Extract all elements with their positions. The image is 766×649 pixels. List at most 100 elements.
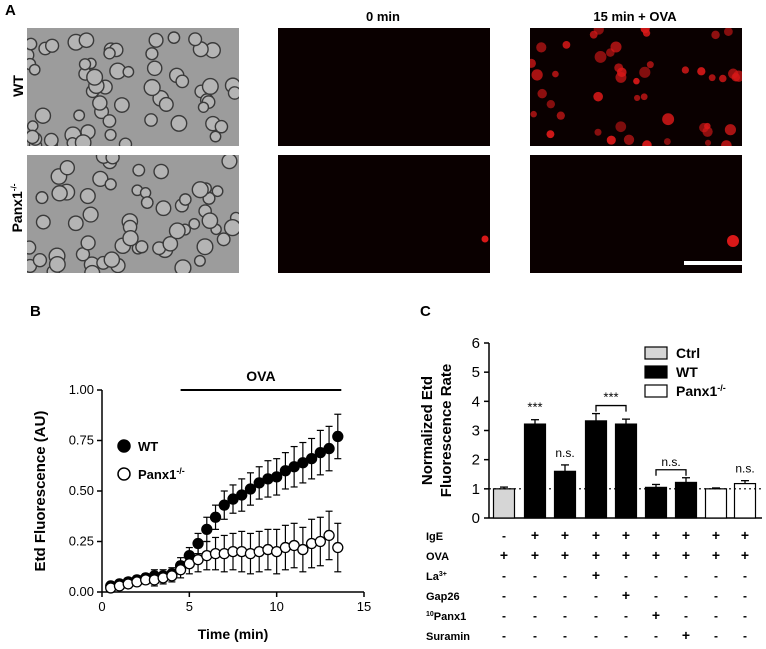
y-tick-label: 0 bbox=[472, 510, 480, 527]
cell bbox=[178, 193, 192, 206]
data-point-wt bbox=[244, 483, 257, 495]
fluorescent-cell bbox=[606, 48, 615, 57]
legend-marker bbox=[117, 467, 131, 481]
cell bbox=[122, 65, 135, 78]
x-tick-label: 5 bbox=[186, 599, 193, 614]
x-tick-label: 10 bbox=[269, 599, 283, 614]
fluorescent-cell bbox=[536, 42, 547, 53]
condition-value: - bbox=[624, 629, 628, 643]
cell bbox=[45, 38, 60, 53]
y-tick-label: 1.00 bbox=[69, 382, 94, 397]
condition-value: - bbox=[654, 569, 658, 583]
fluorescent-cell bbox=[662, 113, 675, 126]
fluorescent-cell bbox=[530, 110, 537, 118]
condition-label: Gap26 bbox=[426, 591, 460, 603]
cell bbox=[221, 155, 238, 170]
cell bbox=[216, 232, 231, 247]
cell bbox=[82, 206, 99, 223]
bar-panx1 bbox=[704, 488, 728, 519]
cell bbox=[74, 134, 92, 146]
condition-value: - bbox=[563, 629, 567, 643]
image-panx1-brightfield bbox=[27, 155, 239, 273]
fluorescent-cell bbox=[546, 99, 556, 109]
significance-label: *** bbox=[527, 400, 542, 415]
condition-value: + bbox=[592, 527, 600, 543]
y-tick-label: 0.25 bbox=[69, 534, 94, 549]
condition-value: - bbox=[594, 609, 598, 623]
condition-value: + bbox=[561, 547, 569, 563]
cell bbox=[103, 46, 116, 60]
fluorescent-cell bbox=[556, 111, 565, 120]
cell bbox=[32, 252, 48, 268]
fluorescent-cell bbox=[724, 124, 736, 136]
condition-value: - bbox=[624, 609, 628, 623]
cell bbox=[188, 218, 201, 230]
fluorescent-cell bbox=[642, 140, 652, 146]
cell bbox=[113, 97, 130, 113]
condition-value: - bbox=[684, 569, 688, 583]
cell bbox=[73, 109, 86, 122]
data-point-panx1 bbox=[297, 543, 309, 556]
bar-panx1 bbox=[733, 482, 757, 519]
significance-bracket bbox=[655, 469, 687, 476]
fluorescent-cell bbox=[537, 88, 547, 99]
cell bbox=[92, 95, 108, 111]
condition-value: - bbox=[743, 629, 747, 643]
y-tick-label: 0.75 bbox=[69, 433, 94, 448]
column-header-15min-ova: 15 min + OVA bbox=[593, 9, 677, 24]
cell bbox=[155, 200, 172, 217]
fluorescent-cell bbox=[640, 28, 650, 34]
condition-value: + bbox=[712, 547, 720, 563]
fluorescent-cell bbox=[728, 68, 739, 79]
data-point-panx1 bbox=[323, 529, 335, 542]
condition-value: - bbox=[684, 589, 688, 603]
condition-value: - bbox=[714, 589, 718, 603]
fluorescence-background bbox=[278, 28, 490, 146]
cell bbox=[188, 32, 203, 47]
legend-swatch bbox=[644, 384, 668, 398]
condition-value: - bbox=[714, 629, 718, 643]
condition-value: + bbox=[531, 527, 539, 543]
cell bbox=[168, 222, 186, 240]
cell bbox=[191, 181, 209, 199]
data-point-wt bbox=[218, 499, 230, 511]
data-point-wt bbox=[305, 453, 318, 465]
cell bbox=[102, 114, 117, 128]
fluorescent-cell bbox=[589, 30, 598, 39]
condition-value: - bbox=[502, 569, 506, 583]
bar-ctrl bbox=[492, 488, 516, 519]
fluorescent-cell bbox=[616, 67, 627, 78]
data-point-wt bbox=[209, 511, 222, 523]
fluorescent-cell bbox=[681, 66, 690, 74]
cell bbox=[214, 119, 229, 134]
legend-label: Ctrl bbox=[676, 345, 700, 361]
condition-value: - bbox=[743, 569, 747, 583]
condition-value: + bbox=[652, 527, 660, 543]
fluorescent-cell bbox=[663, 138, 671, 146]
image-wt-brightfield bbox=[27, 28, 239, 146]
fluorescent-cell bbox=[704, 139, 712, 146]
legend-label: WT bbox=[138, 439, 158, 454]
chart-b-etd-time-course: 0 5 10 15 0.00 0.25 0.50 0.75 1.00 Time (min) Etd … bbox=[32, 368, 371, 642]
cell bbox=[43, 132, 59, 146]
condition-label: La3+ bbox=[426, 571, 447, 583]
condition-value: - bbox=[533, 569, 537, 583]
cell bbox=[148, 32, 164, 48]
cell bbox=[223, 218, 239, 237]
y-tick-label: 1 bbox=[472, 481, 480, 498]
cell bbox=[162, 235, 179, 252]
fluorescent-cell bbox=[697, 67, 706, 76]
condition-value: - bbox=[563, 569, 567, 583]
condition-value: + bbox=[531, 547, 539, 563]
cell bbox=[170, 114, 188, 132]
data-point-wt bbox=[236, 489, 248, 501]
y-tick-label: 2 bbox=[472, 452, 480, 469]
condition-value: + bbox=[592, 567, 600, 583]
fluorescent-cell bbox=[640, 93, 648, 101]
x-axis-title: Time (min) bbox=[198, 626, 269, 642]
image-panx1-0min bbox=[278, 155, 490, 273]
condition-label: 10Panx1 bbox=[426, 611, 466, 623]
cell bbox=[59, 159, 76, 176]
condition-value: - bbox=[654, 629, 658, 643]
cell bbox=[196, 238, 214, 256]
